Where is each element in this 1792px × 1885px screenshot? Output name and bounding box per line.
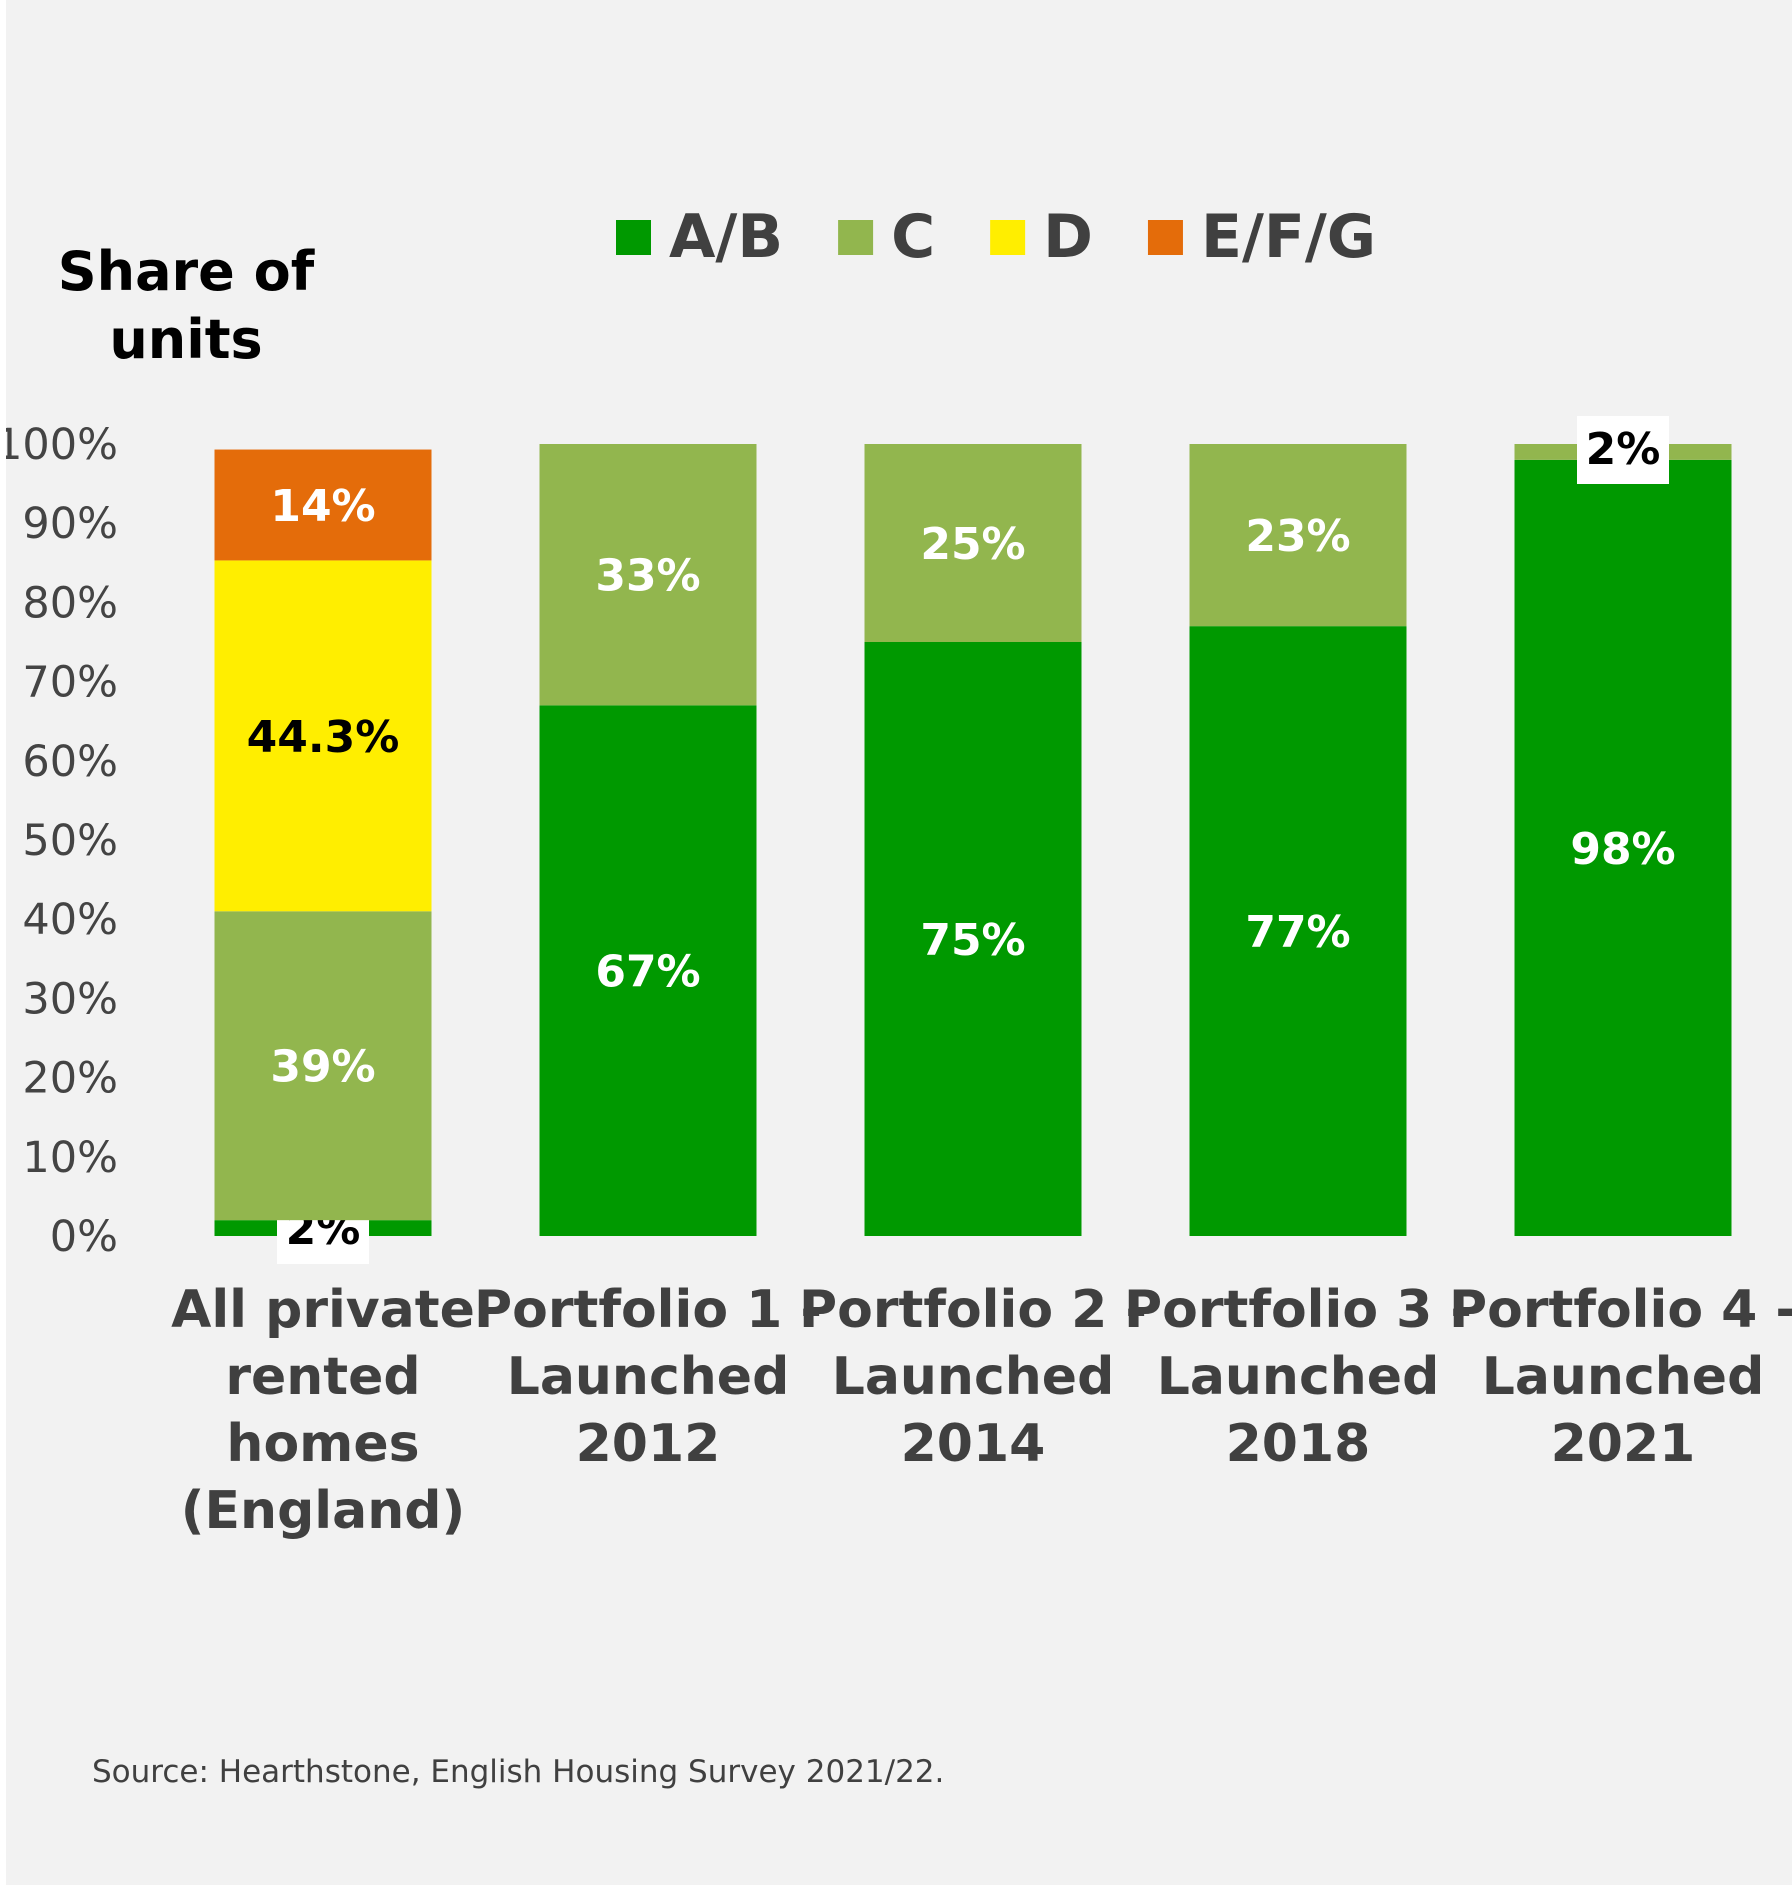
- legend-label-efg: E/F/G: [1201, 202, 1376, 272]
- x-category-label: 2021: [1551, 1414, 1696, 1474]
- bar-segment-ab: [539, 705, 757, 1236]
- x-category-label: 2014: [901, 1414, 1046, 1474]
- x-category-label: Launched: [1157, 1347, 1440, 1407]
- legend-swatch-efg: [1147, 220, 1183, 255]
- legend-swatch-d: [990, 220, 1026, 255]
- x-category-label: Launched: [832, 1347, 1115, 1407]
- bar-segment-c: [864, 444, 1082, 642]
- data-label: 98%: [1570, 824, 1675, 875]
- x-category-label: rented: [225, 1347, 420, 1407]
- y-tick-label: 80%: [22, 578, 118, 628]
- data-label: 44.3%: [247, 712, 400, 763]
- y-tick-label: 30%: [22, 974, 118, 1024]
- data-label: 75%: [920, 915, 1025, 966]
- bar-segment-ab: [864, 642, 1082, 1236]
- bar-segment-efg: [214, 449, 432, 561]
- x-category-label: Launched: [1482, 1347, 1765, 1407]
- data-label: 33%: [595, 551, 700, 602]
- legend-swatch-c: [838, 220, 874, 255]
- legend-label-ab: A/B: [669, 202, 783, 272]
- y-tick-label: 20%: [22, 1054, 118, 1104]
- x-category-label: Portfolio 1 -: [474, 1280, 822, 1340]
- y-axis-title-line-2: units: [109, 308, 262, 371]
- bar-segment-c: [539, 444, 757, 706]
- data-label: 23%: [1245, 511, 1350, 562]
- bar-segment-c: [1189, 444, 1407, 627]
- bar-segment-ab: [1189, 626, 1407, 1236]
- x-category-label: Launched: [507, 1347, 790, 1407]
- legend-label-d: D: [1043, 202, 1093, 272]
- x-category-label: 2012: [576, 1414, 721, 1474]
- data-label: 14%: [270, 481, 375, 532]
- data-label: 39%: [270, 1042, 375, 1093]
- y-tick-label: 60%: [22, 737, 118, 787]
- legend-swatch-ab: [616, 220, 651, 255]
- y-tick-label: 90%: [22, 499, 118, 549]
- chart-canvas: Share of units 0% 10% 20% 30% 40% 50% 60% 70% 80% 9…: [6, 0, 1792, 1885]
- data-label: 2%: [1586, 424, 1661, 475]
- bar-segment-ab: [1514, 459, 1732, 1237]
- data-label-box: [1577, 416, 1669, 484]
- y-tick-label: 0%: [50, 1212, 118, 1262]
- bar-segment-c: [214, 911, 432, 1221]
- y-tick-label: 10%: [22, 1133, 118, 1183]
- y-tick-label: 100%: [6, 420, 118, 470]
- bar-segment-d: [214, 560, 432, 912]
- x-category-label: Portfolio 4 -: [1449, 1280, 1792, 1340]
- y-tick-label: 50%: [22, 816, 118, 866]
- x-category-label: homes: [226, 1414, 419, 1474]
- legend-label-c: C: [891, 202, 935, 272]
- data-label: 25%: [920, 519, 1025, 570]
- source-note: Source: Hearthstone, English Housing Sur…: [92, 1754, 944, 1790]
- data-label: 77%: [1245, 907, 1350, 958]
- y-tick-label: 40%: [22, 895, 118, 945]
- x-category-label: (England): [181, 1481, 465, 1541]
- x-category-label: 2018: [1226, 1414, 1371, 1474]
- x-category-label: Portfolio 2 -: [799, 1280, 1147, 1340]
- y-axis-title-line-1: Share of: [58, 240, 315, 303]
- y-tick-label: 70%: [22, 658, 118, 708]
- x-category-label: All private: [171, 1280, 475, 1340]
- data-label: 67%: [595, 947, 700, 998]
- x-category-label: Portfolio 3 -: [1124, 1280, 1472, 1340]
